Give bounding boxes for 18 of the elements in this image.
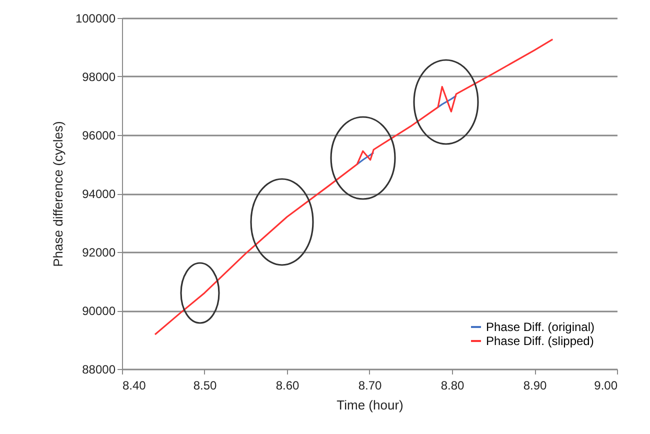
- x-tick-label: 8.60: [276, 378, 300, 392]
- legend-label: Phase Diff. (slipped): [486, 334, 594, 348]
- x-tick-label: 8.70: [358, 378, 382, 392]
- y-tick-label: 88000: [82, 362, 116, 376]
- x-tick-label: 9.00: [594, 378, 618, 392]
- y-tick-label: 96000: [82, 128, 116, 142]
- x-tick-label: 8.40: [122, 378, 146, 392]
- x-tick-label: 8.80: [440, 378, 464, 392]
- y-tick-label: 90000: [82, 304, 116, 318]
- y-axis-title: Phase difference (cycles): [50, 121, 66, 267]
- y-tick-label: 98000: [82, 70, 116, 84]
- y-tick-label: 100000: [75, 12, 116, 26]
- y-tick-label: 94000: [82, 187, 116, 201]
- x-tick-label: 8.90: [523, 378, 547, 392]
- legend-label: Phase Diff. (original): [486, 320, 594, 334]
- y-tick-label: 92000: [82, 246, 116, 260]
- x-tick-label: 8.50: [193, 378, 217, 392]
- x-axis-title: Time (hour): [336, 398, 404, 412]
